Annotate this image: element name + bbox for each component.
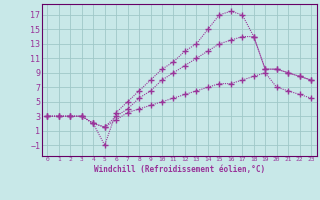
X-axis label: Windchill (Refroidissement éolien,°C): Windchill (Refroidissement éolien,°C) — [94, 165, 265, 174]
